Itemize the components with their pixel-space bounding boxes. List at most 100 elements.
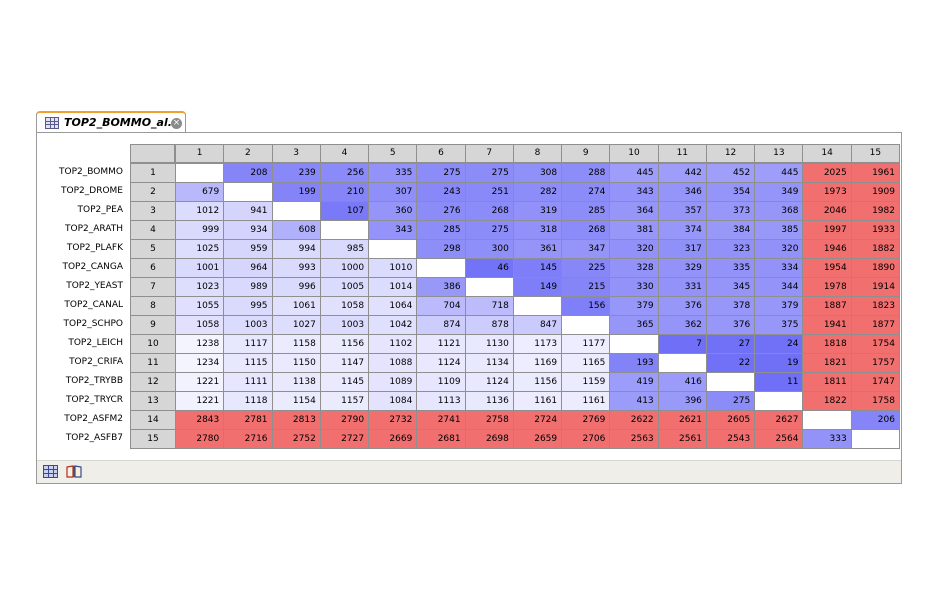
matrix-cell[interactable]: 1089 bbox=[368, 372, 418, 392]
matrix-cell[interactable]: 1811 bbox=[802, 372, 852, 392]
matrix-cell[interactable]: 285 bbox=[416, 220, 466, 240]
matrix-cell[interactable] bbox=[368, 239, 418, 259]
matrix-cell[interactable]: 1221 bbox=[175, 372, 225, 392]
matrix-cell[interactable]: 1157 bbox=[319, 391, 370, 411]
matrix-cell[interactable]: 320 bbox=[609, 239, 659, 259]
matrix-cell[interactable]: 413 bbox=[609, 391, 659, 411]
matrix-cell[interactable]: 333 bbox=[802, 429, 852, 449]
matrix-cell[interactable]: 1136 bbox=[464, 391, 514, 411]
matrix-cell[interactable]: 1757 bbox=[850, 353, 900, 373]
matrix-cell[interactable]: 941 bbox=[223, 201, 273, 221]
matrix-cell[interactable]: 368 bbox=[754, 201, 804, 221]
matrix-cell[interactable]: 1138 bbox=[271, 372, 321, 392]
matrix-cell[interactable]: 334 bbox=[754, 258, 804, 278]
matrix-cell[interactable]: 1914 bbox=[850, 277, 900, 297]
matrix-cell[interactable]: 718 bbox=[464, 296, 514, 316]
matrix-cell[interactable]: 1882 bbox=[850, 239, 900, 259]
matrix-cell[interactable]: 1173 bbox=[512, 334, 563, 354]
matrix-cell[interactable]: 2627 bbox=[754, 410, 804, 430]
matrix-cell[interactable]: 360 bbox=[368, 201, 418, 221]
matrix-cell[interactable]: 2843 bbox=[175, 410, 225, 430]
matrix-cell[interactable]: 2790 bbox=[319, 410, 370, 430]
row-index-header[interactable]: 10 bbox=[130, 334, 176, 354]
matrix-cell[interactable]: 1158 bbox=[271, 334, 321, 354]
column-header[interactable]: 6 bbox=[416, 144, 466, 163]
matrix-cell[interactable]: 379 bbox=[754, 296, 804, 316]
matrix-cell[interactable]: 1084 bbox=[368, 391, 418, 411]
matrix-cell[interactable]: 452 bbox=[705, 163, 756, 183]
matrix-cell[interactable] bbox=[319, 220, 370, 240]
column-header[interactable]: 4 bbox=[319, 144, 370, 163]
column-header[interactable]: 9 bbox=[561, 144, 611, 163]
matrix-cell[interactable] bbox=[223, 182, 273, 202]
matrix-cell[interactable]: 330 bbox=[609, 277, 659, 297]
matrix-cell[interactable]: 319 bbox=[512, 201, 563, 221]
matrix-cell[interactable]: 847 bbox=[512, 315, 563, 335]
matrix-cell[interactable]: 1115 bbox=[223, 353, 273, 373]
matrix-cell[interactable]: 268 bbox=[464, 201, 514, 221]
matrix-cell[interactable]: 1978 bbox=[802, 277, 852, 297]
matrix-cell[interactable]: 345 bbox=[705, 277, 756, 297]
column-header[interactable]: 1 bbox=[175, 144, 225, 163]
matrix-cell[interactable]: 320 bbox=[754, 239, 804, 259]
close-icon[interactable]: × bbox=[171, 118, 182, 129]
matrix-cell[interactable]: 1973 bbox=[802, 182, 852, 202]
matrix-cell[interactable]: 1177 bbox=[561, 334, 611, 354]
matrix-cell[interactable]: 445 bbox=[754, 163, 804, 183]
matrix-cell[interactable]: 239 bbox=[271, 163, 321, 183]
matrix-cell[interactable]: 206 bbox=[850, 410, 900, 430]
matrix-cell[interactable]: 2732 bbox=[368, 410, 418, 430]
matrix-cell[interactable]: 7 bbox=[657, 334, 707, 354]
matrix-cell[interactable]: 1109 bbox=[416, 372, 466, 392]
matrix-cell[interactable]: 1014 bbox=[368, 277, 418, 297]
matrix-cell[interactable]: 256 bbox=[319, 163, 370, 183]
matrix-cell[interactable]: 1058 bbox=[175, 315, 225, 335]
matrix-cell[interactable]: 225 bbox=[561, 258, 611, 278]
matrix-cell[interactable]: 2716 bbox=[223, 429, 273, 449]
matrix-cell[interactable]: 1933 bbox=[850, 220, 900, 240]
matrix-cell[interactable]: 298 bbox=[416, 239, 466, 259]
column-header[interactable]: 2 bbox=[223, 144, 273, 163]
matrix-cell[interactable]: 364 bbox=[609, 201, 659, 221]
matrix-cell[interactable]: 608 bbox=[271, 220, 321, 240]
matrix-cell[interactable]: 1102 bbox=[368, 334, 418, 354]
matrix-cell[interactable]: 2698 bbox=[464, 429, 514, 449]
matrix-cell[interactable]: 396 bbox=[657, 391, 707, 411]
matrix-cell[interactable]: 1023 bbox=[175, 277, 225, 297]
matrix-cell[interactable]: 346 bbox=[657, 182, 707, 202]
matrix-cell[interactable]: 2681 bbox=[416, 429, 466, 449]
matrix-cell[interactable]: 1010 bbox=[368, 258, 418, 278]
editor-tab[interactable]: TOP2_BOMMO_al... × bbox=[36, 111, 186, 133]
matrix-cell[interactable]: 1150 bbox=[271, 353, 321, 373]
matrix-cell[interactable]: 1887 bbox=[802, 296, 852, 316]
column-header[interactable]: 14 bbox=[802, 144, 852, 163]
matrix-cell[interactable]: 2659 bbox=[512, 429, 563, 449]
matrix-cell[interactable]: 2706 bbox=[561, 429, 611, 449]
matrix-cell[interactable]: 275 bbox=[464, 163, 514, 183]
matrix-cell[interactable]: 1238 bbox=[175, 334, 225, 354]
matrix-cell[interactable]: 349 bbox=[754, 182, 804, 202]
matrix-cell[interactable]: 362 bbox=[657, 315, 707, 335]
matrix-cell[interactable]: 381 bbox=[609, 220, 659, 240]
matrix-cell[interactable]: 365 bbox=[609, 315, 659, 335]
matrix-cell[interactable]: 989 bbox=[223, 277, 273, 297]
matrix-cell[interactable]: 1161 bbox=[561, 391, 611, 411]
matrix-cell[interactable]: 994 bbox=[271, 239, 321, 259]
row-index-header[interactable]: 14 bbox=[130, 410, 176, 430]
matrix-cell[interactable]: 347 bbox=[561, 239, 611, 259]
matrix-cell[interactable]: 1165 bbox=[561, 353, 611, 373]
matrix-cell[interactable]: 386 bbox=[416, 277, 466, 297]
matrix-cell[interactable]: 2724 bbox=[512, 410, 563, 430]
column-header[interactable]: 15 bbox=[850, 144, 900, 163]
matrix-cell[interactable]: 22 bbox=[705, 353, 756, 373]
row-index-header[interactable]: 2 bbox=[130, 182, 176, 202]
column-header[interactable]: 10 bbox=[609, 144, 659, 163]
matrix-cell[interactable]: 275 bbox=[464, 220, 514, 240]
matrix-cell[interactable]: 1169 bbox=[512, 353, 563, 373]
row-index-header[interactable]: 1 bbox=[130, 163, 176, 183]
matrix-cell[interactable]: 373 bbox=[705, 201, 756, 221]
matrix-cell[interactable]: 2563 bbox=[609, 429, 659, 449]
matrix-cell[interactable]: 1823 bbox=[850, 296, 900, 316]
matrix-cell[interactable]: 1758 bbox=[850, 391, 900, 411]
matrix-cell[interactable]: 2561 bbox=[657, 429, 707, 449]
